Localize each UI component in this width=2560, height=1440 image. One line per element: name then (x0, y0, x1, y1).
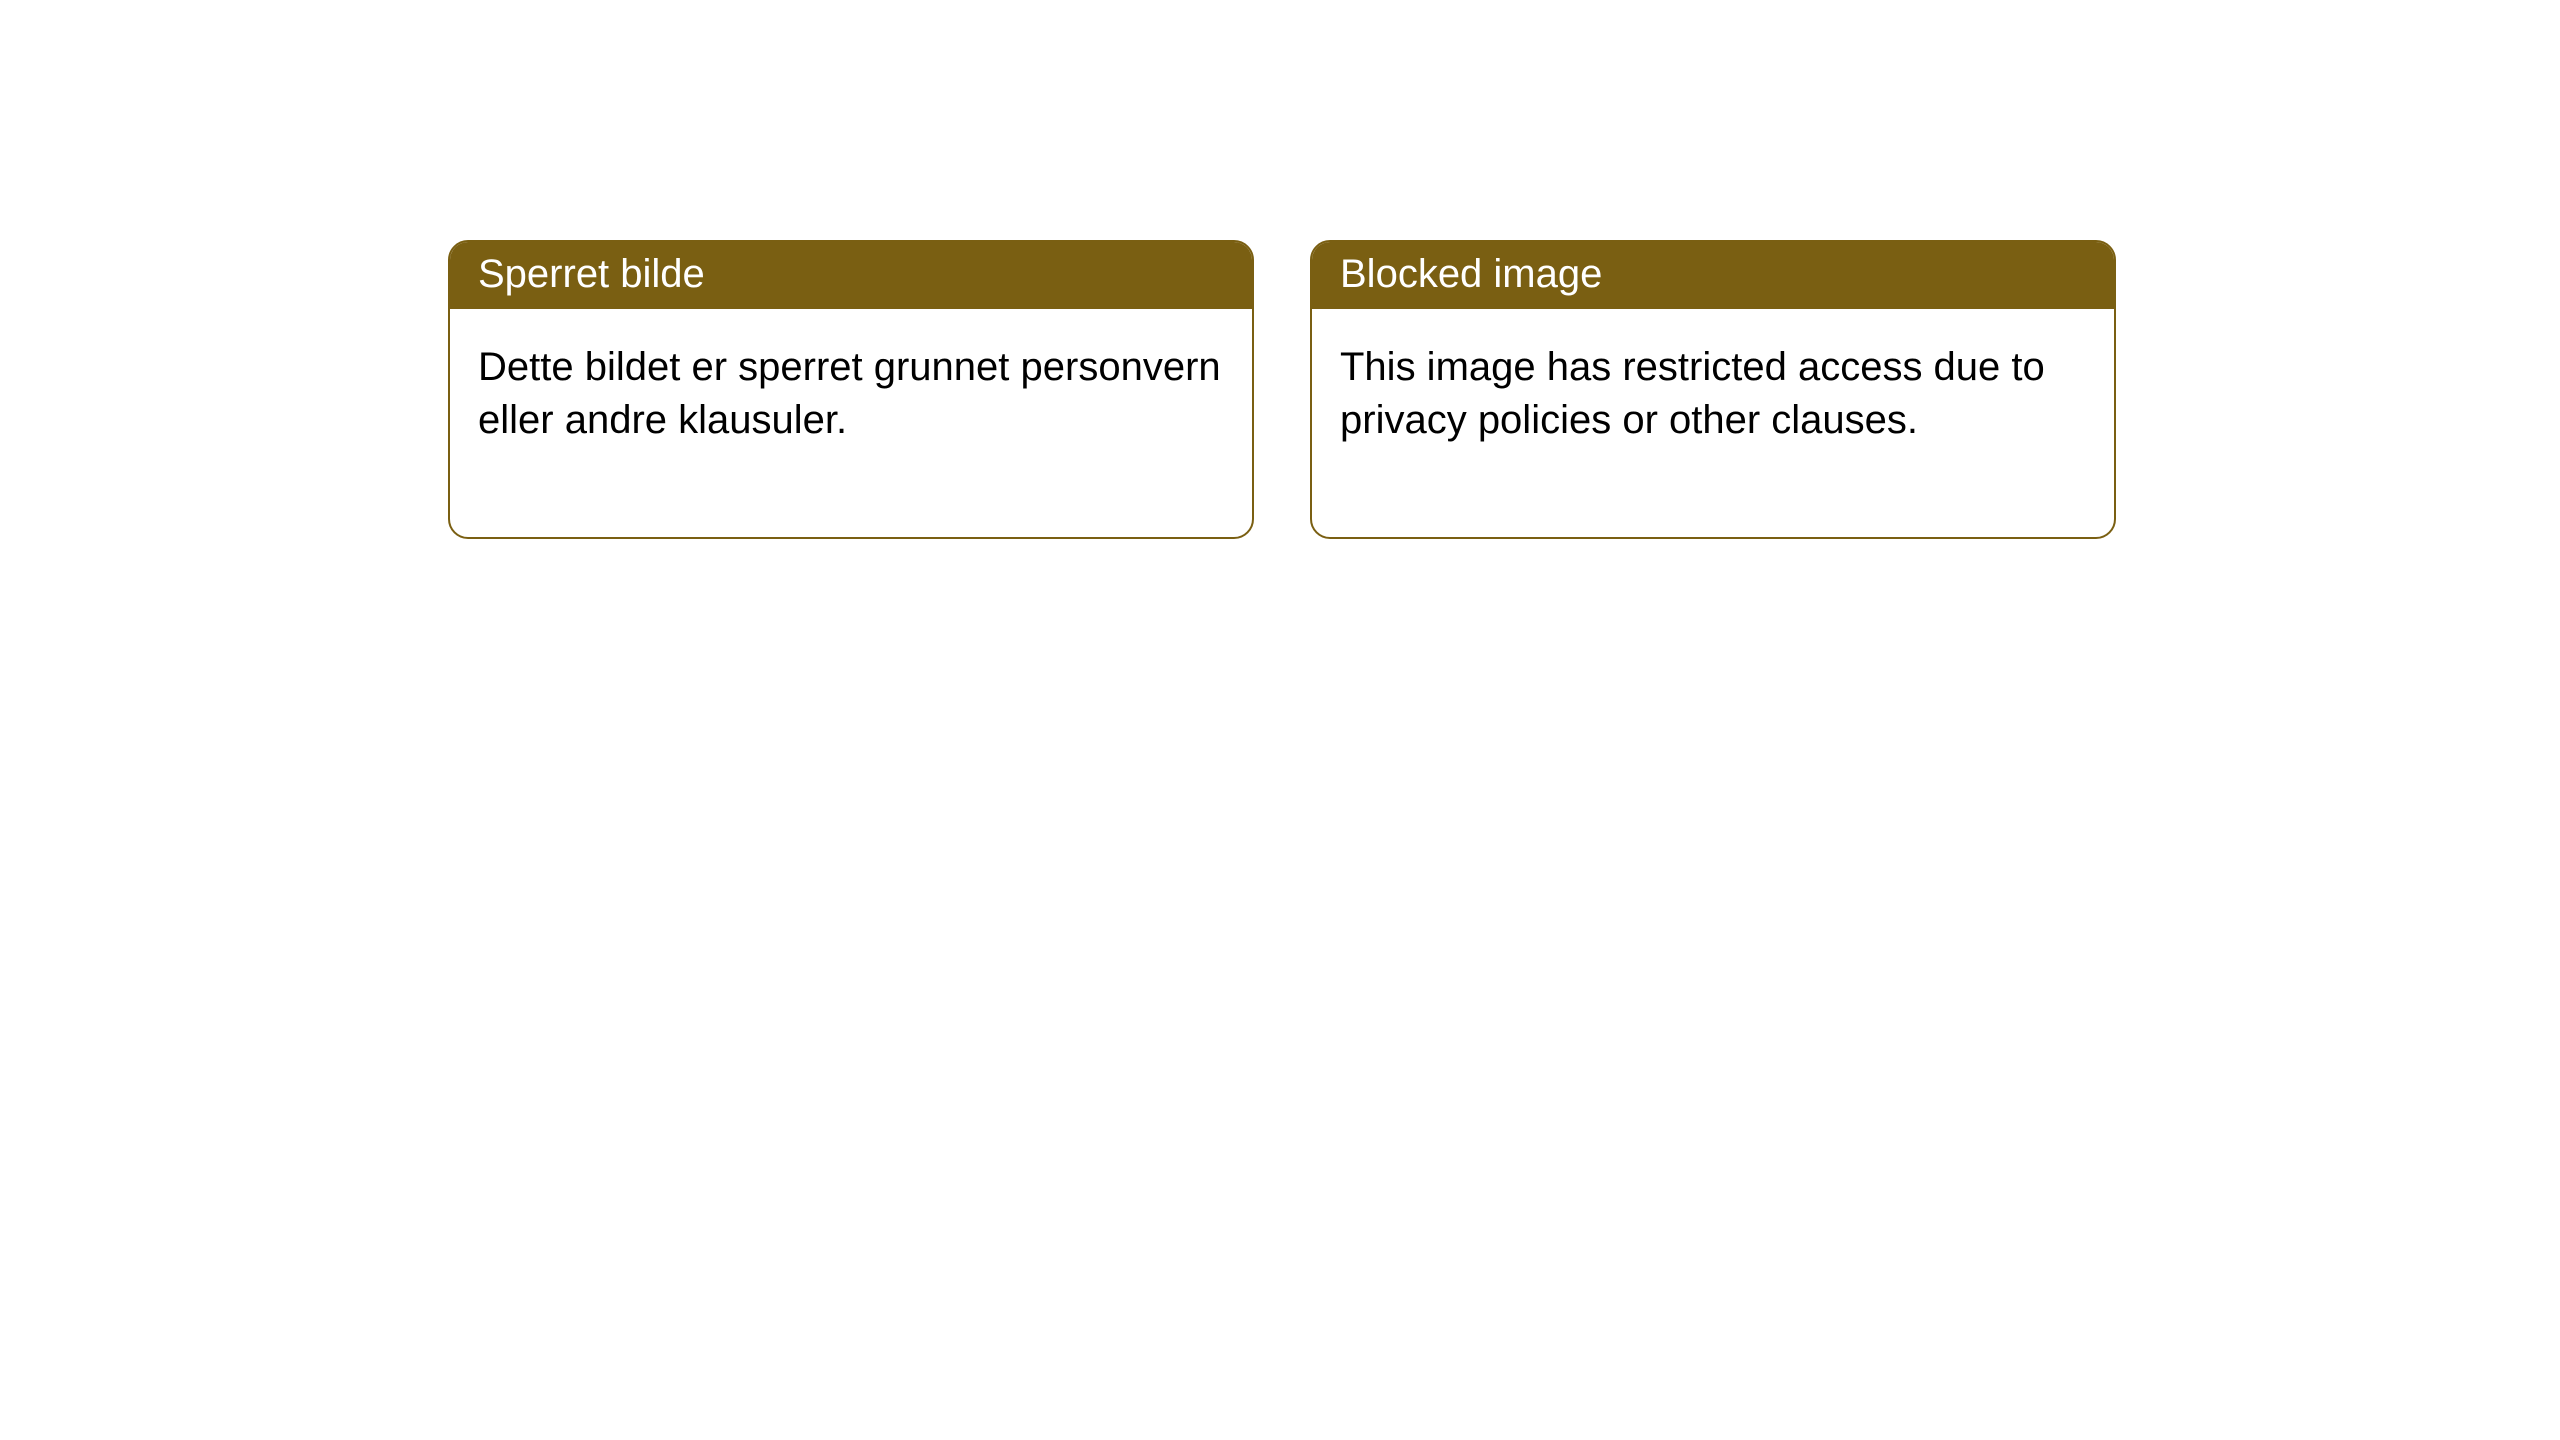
notice-header: Blocked image (1312, 242, 2114, 309)
notice-body: Dette bildet er sperret grunnet personve… (450, 309, 1252, 537)
notice-container: Sperret bilde Dette bildet er sperret gr… (0, 0, 2560, 539)
notice-card-norwegian: Sperret bilde Dette bildet er sperret gr… (448, 240, 1254, 539)
notice-header: Sperret bilde (450, 242, 1252, 309)
notice-card-english: Blocked image This image has restricted … (1310, 240, 2116, 539)
notice-body: This image has restricted access due to … (1312, 309, 2114, 537)
